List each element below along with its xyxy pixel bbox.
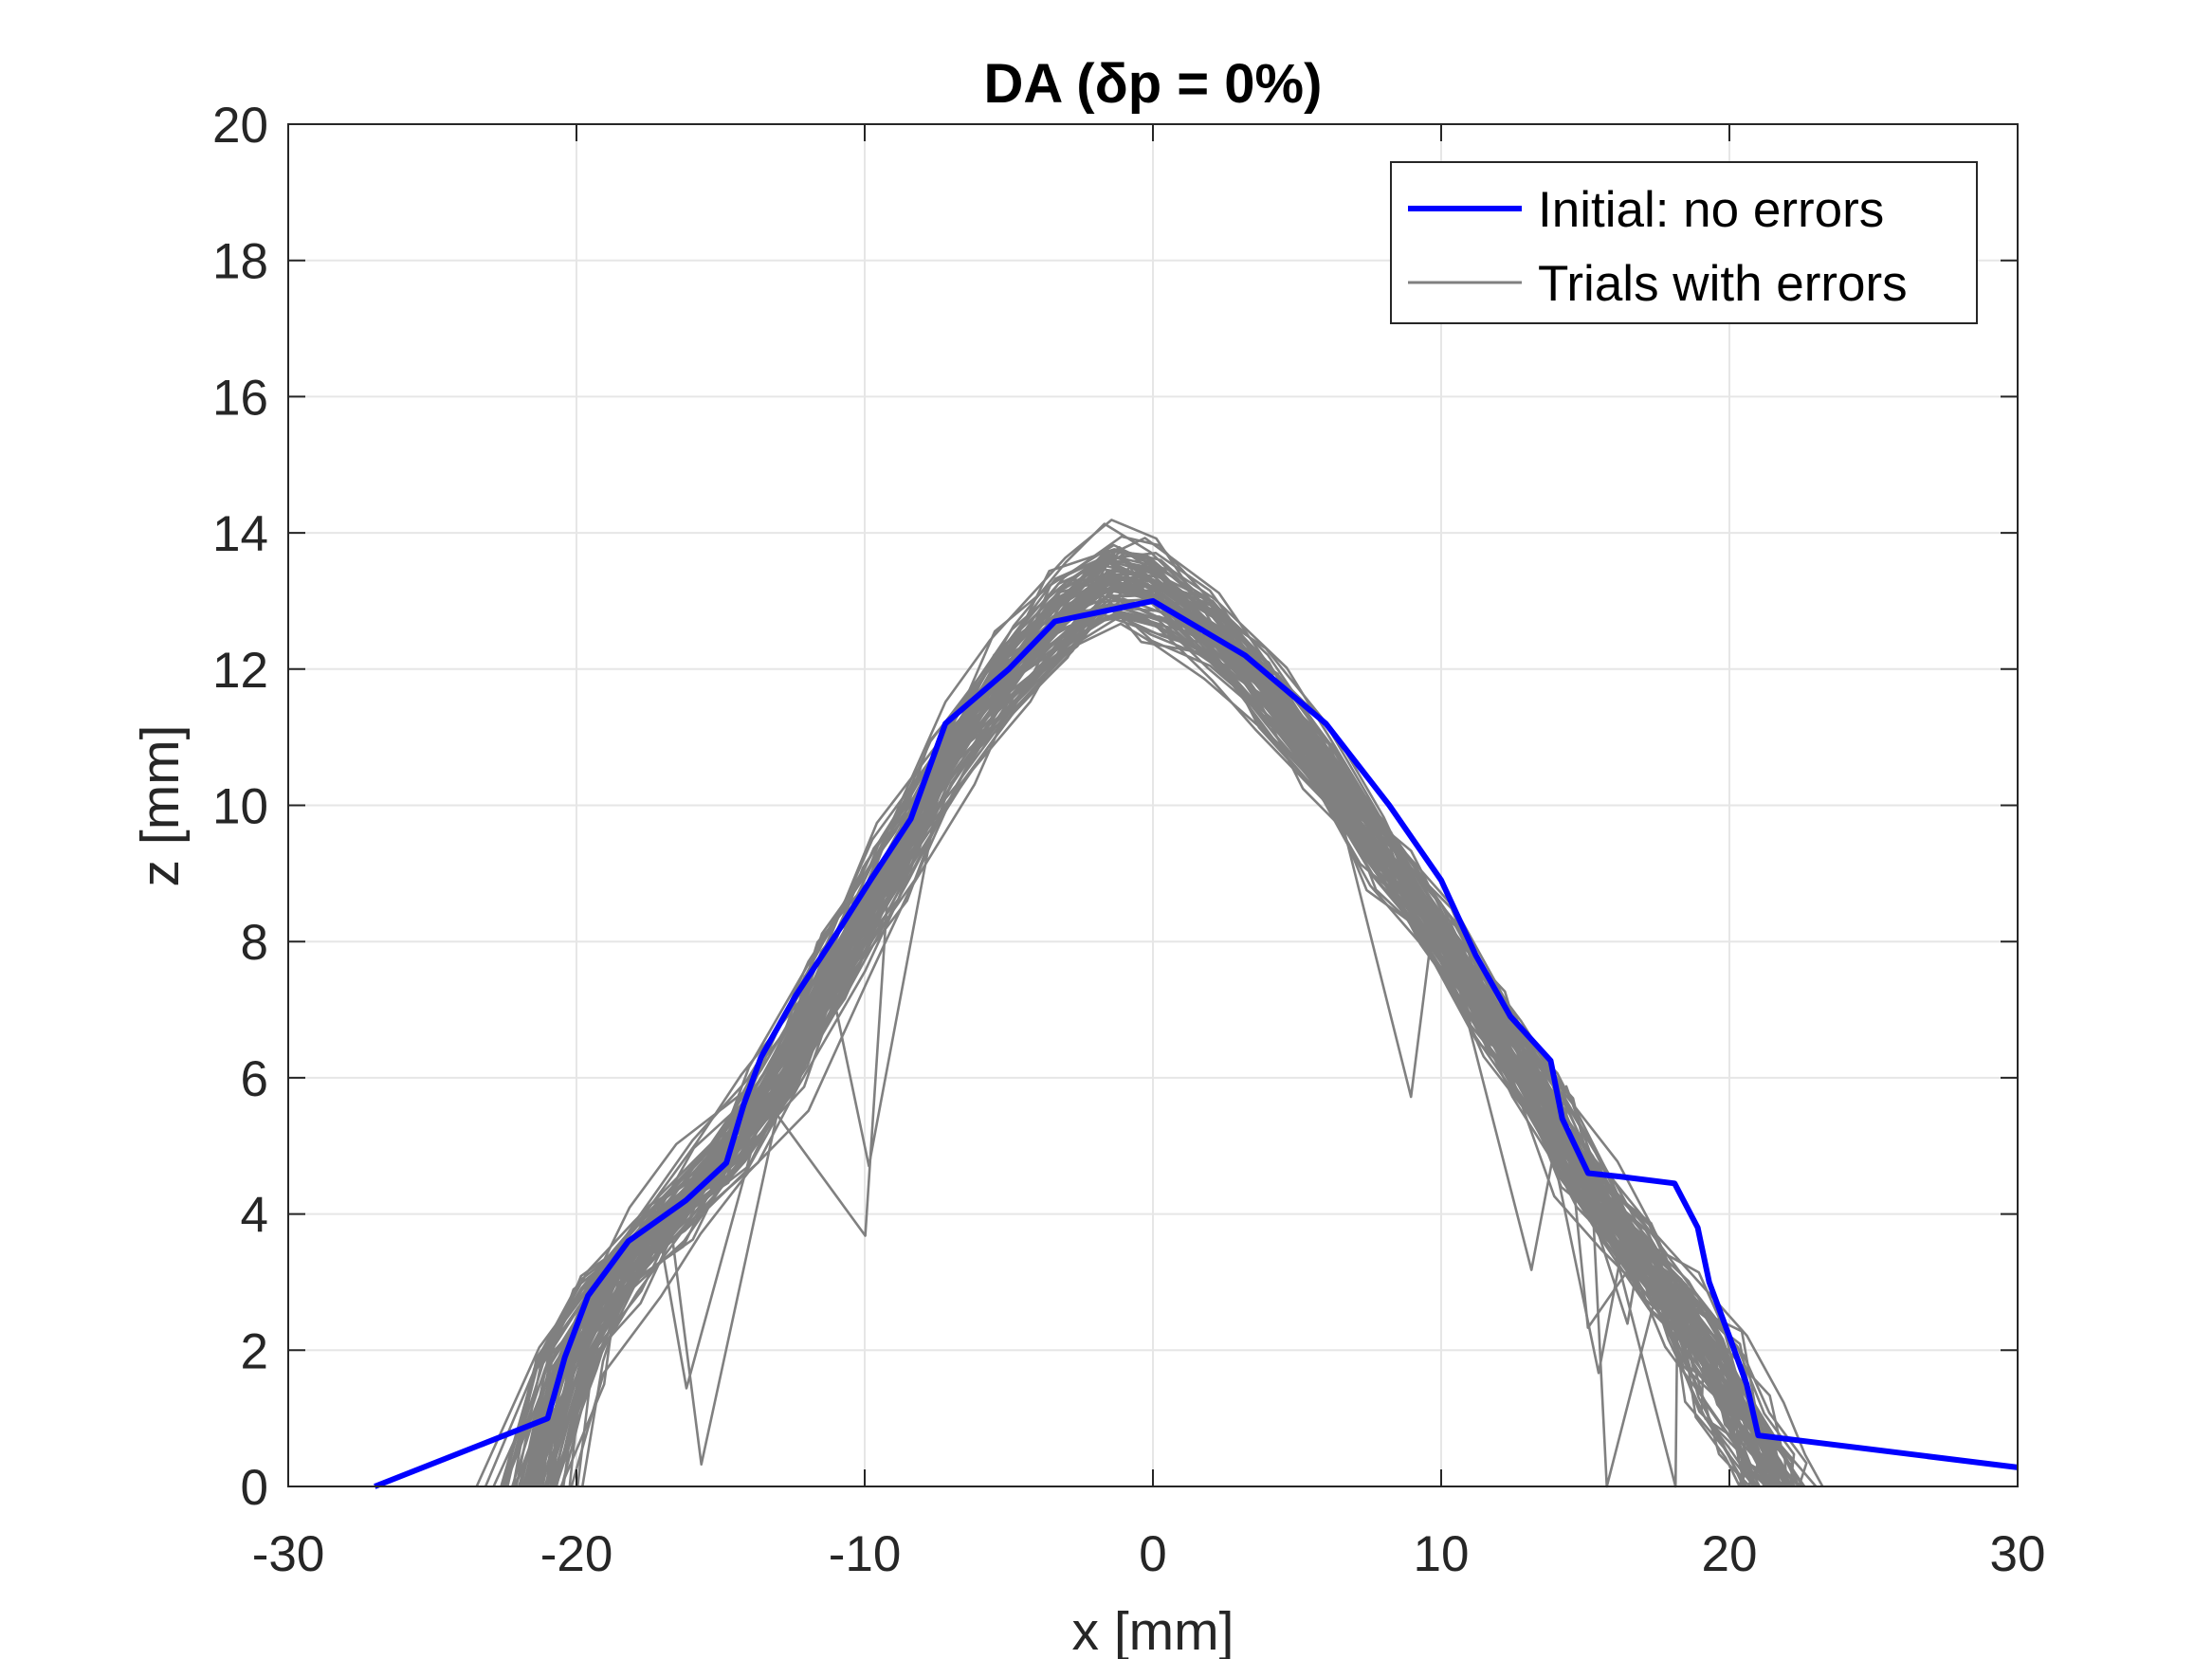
- x-tick-label: -20: [540, 1526, 613, 1582]
- x-tick-labels: -30 -20 -10 0 10 20 30: [252, 1526, 2046, 1582]
- x-tick-label: -30: [252, 1526, 325, 1582]
- y-tick-labels: 0 2 4 6 8 10 12 14 16 18 20: [212, 98, 268, 1516]
- y-tick-label: 2: [241, 1323, 268, 1379]
- x-axis-label: x [mm]: [1072, 1601, 1234, 1659]
- x-tick-label: 0: [1139, 1526, 1166, 1582]
- y-tick-label: 14: [212, 506, 268, 562]
- legend-label-trials: Trials with errors: [1538, 256, 1908, 312]
- y-tick-label: 4: [241, 1188, 268, 1244]
- y-tick-label: 16: [212, 370, 268, 426]
- y-tick-label: 0: [241, 1460, 268, 1516]
- y-tick-label: 18: [212, 234, 268, 290]
- y-tick-label: 12: [212, 643, 268, 699]
- y-axis-label: z [mm]: [130, 725, 191, 887]
- trial-line: [500, 590, 1796, 1487]
- y-tick-label: 20: [212, 98, 268, 154]
- trial-line: [552, 582, 1792, 1488]
- x-tick-label: -10: [829, 1526, 902, 1582]
- trial-line: [522, 545, 1770, 1487]
- y-tick-label: 6: [241, 1051, 268, 1107]
- trial-lines: [475, 519, 1824, 1488]
- legend-box: [1390, 161, 1978, 324]
- x-tick-label: 20: [1702, 1526, 1758, 1582]
- trial-line: [540, 612, 1804, 1487]
- x-tick-label: 30: [1990, 1526, 2046, 1582]
- chart-title: DA (δp = 0%): [984, 53, 1323, 115]
- axis-ticks: [287, 123, 2019, 1487]
- legend: Initial: no errors Trials with errors: [1390, 161, 1978, 324]
- initial-line-group: [374, 597, 2019, 1489]
- trial-line: [531, 567, 1793, 1487]
- y-tick-label: 10: [212, 779, 268, 835]
- x-tick-label: 10: [1414, 1526, 1470, 1582]
- initial-line: [374, 597, 2019, 1489]
- y-tick-label: 8: [241, 915, 268, 971]
- legend-label-initial: Initial: no errors: [1538, 182, 1884, 238]
